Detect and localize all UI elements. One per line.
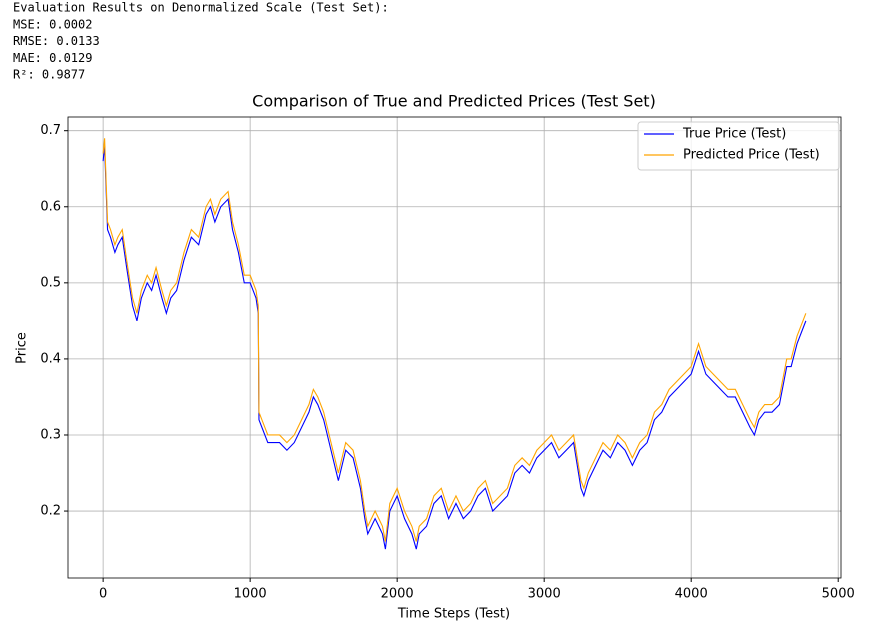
chart-title: Comparison of True and Predicted Prices … [252, 92, 656, 111]
x-tick-label: 4000 [675, 587, 708, 602]
y-tick-label: 0.4 [40, 351, 61, 366]
y-tick-label: 0.5 [40, 275, 61, 290]
output-line: MAE: 0.0129 [13, 51, 92, 65]
y-tick-label: 0.6 [40, 199, 61, 214]
legend-box [637, 121, 840, 171]
output-line: RMSE: 0.0133 [13, 34, 100, 48]
plot-frame [67, 116, 842, 579]
x-tick-label: 0 [99, 587, 107, 602]
x-tick-label: 1000 [234, 587, 267, 602]
output-line: MSE: 0.0002 [13, 17, 92, 31]
legend-label: True Price (Test) [682, 127, 786, 142]
y-tick-label: 0.3 [40, 427, 61, 442]
y-tick-label: 0.2 [40, 504, 61, 519]
output-line: R²: 0.9877 [13, 68, 85, 82]
y-tick-label: 0.7 [40, 123, 61, 138]
data-line [102, 138, 807, 542]
x-tick-label: 3000 [528, 587, 561, 602]
y-axis-label: Price [15, 332, 30, 364]
data-line [102, 145, 807, 550]
x-axis-label: Time Steps (Test) [397, 607, 510, 622]
output-line: Evaluation Results on Denormalized Scale… [13, 1, 389, 15]
legend-label: Predicted Price (Test) [683, 148, 820, 163]
x-tick-label: 2000 [381, 587, 414, 602]
x-tick-label: 5000 [822, 587, 855, 602]
